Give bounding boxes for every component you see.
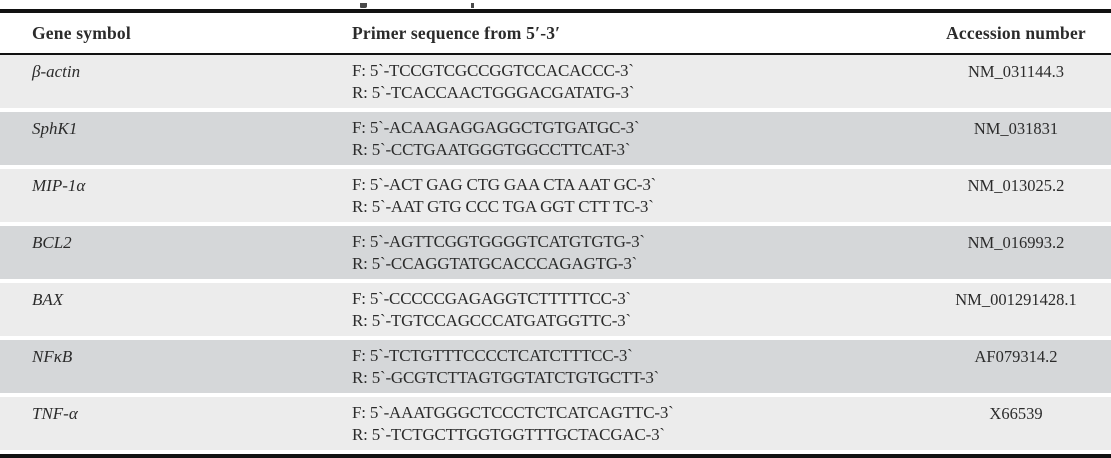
forward-primer: F: 5`-ACT GAG CTG GAA CTA AAT GC-3` bbox=[352, 175, 657, 194]
reverse-primer: R: 5`-CCTGAATGGGTGGCCTTCAT-3` bbox=[352, 140, 631, 159]
forward-primer: F: 5`-CCCCCGAGAGGTCTTTTTCC-3` bbox=[352, 289, 631, 308]
reverse-primer: R: 5`-CCAGGTATGCACCCAGAGTG-3` bbox=[352, 254, 638, 273]
accession-number: NM_031144.3 bbox=[967, 62, 1065, 81]
gene-symbol: NFκB bbox=[32, 347, 73, 366]
gene-symbol: TNF-α bbox=[32, 404, 78, 423]
table-row-beta-actin: β-actin F: 5`-TCCGTCGCCGGTCCACACCC-3` R:… bbox=[0, 55, 1111, 108]
reverse-primer: R: 5`-GCGTCTTAGTGGTATCTGTGCTT-3` bbox=[352, 368, 660, 387]
accession-number: NM_001291428.1 bbox=[955, 290, 1077, 309]
forward-primer: F: 5`-TCCGTCGCCGGTCCACACCC-3` bbox=[352, 61, 634, 80]
table-row-bax: BAX F: 5`-CCCCCGAGAGGTCTTTTTCC-3` R: 5`-… bbox=[0, 283, 1111, 336]
forward-primer: F: 5`-TCTGTTTCCCCTCATCTTTCC-3` bbox=[352, 346, 633, 365]
table-body: β-actin F: 5`-TCCGTCGCCGGTCCACACCC-3` R:… bbox=[0, 55, 1111, 450]
caption-descender-mark bbox=[471, 3, 474, 8]
clipped-caption-fragment bbox=[0, 0, 1111, 9]
gene-symbol: SphK1 bbox=[32, 119, 78, 138]
table-row-sphk1: SphK1 F: 5`-ACAAGAGGAGGCTGTGATGC-3` R: 5… bbox=[0, 112, 1111, 165]
gene-symbol: BAX bbox=[32, 290, 64, 309]
table-row-tnf-a: TNF-α F: 5`-AAATGGGCTCCCTCTCATCAGTTC-3` … bbox=[0, 397, 1111, 450]
primer-sequences: F: 5`-AAATGGGCTCCCTCTCATCAGTTC-3` R: 5`-… bbox=[320, 397, 821, 446]
gene-symbol: BCL2 bbox=[32, 233, 72, 252]
column-header-gene-symbol: Gene symbol bbox=[32, 22, 131, 43]
table-row-mip-1a: MIP-1α F: 5`-ACT GAG CTG GAA CTA AAT GC-… bbox=[0, 169, 1111, 222]
primer-sequences: F: 5`-AGTTCGGTGGGGTCATGTGTG-3` R: 5`-CCA… bbox=[320, 226, 821, 275]
accession-number: NM_016993.2 bbox=[967, 233, 1065, 252]
reverse-primer: R: 5`-TCTGCTTGGTGGTTTGCTACGAC-3` bbox=[352, 425, 665, 444]
gene-symbol: β-actin bbox=[32, 62, 81, 81]
forward-primer: F: 5`-AAATGGGCTCCCTCTCATCAGTTC-3` bbox=[352, 403, 674, 422]
primer-sequences: F: 5`-ACAAGAGGAGGCTGTGATGC-3` R: 5`-CCTG… bbox=[320, 112, 821, 161]
column-header-primer-sequence: Primer sequence from 5′-3′ bbox=[352, 22, 561, 43]
table-header-row: Gene symbol Primer sequence from 5′-3′ A… bbox=[0, 13, 1111, 53]
primer-sequences: F: 5`-CCCCCGAGAGGTCTTTTTCC-3` R: 5`-TGTC… bbox=[320, 283, 821, 332]
accession-number: NM_013025.2 bbox=[967, 176, 1065, 195]
column-header-accession-number: Accession number bbox=[946, 22, 1086, 43]
reverse-primer: R: 5`-TCACCAACTGGGACGATATG-3` bbox=[352, 83, 635, 102]
table-row-bcl2: BCL2 F: 5`-AGTTCGGTGGGGTCATGTGTG-3` R: 5… bbox=[0, 226, 1111, 279]
reverse-primer: R: 5`-TGTCCAGCCCATGATGGTTC-3` bbox=[352, 311, 631, 330]
reverse-primer: R: 5`-AAT GTG CCC TGA GGT CTT TC-3` bbox=[352, 197, 654, 216]
table-row-nfkb: NFκB F: 5`-TCTGTTTCCCCTCATCTTTCC-3` R: 5… bbox=[0, 340, 1111, 393]
forward-primer: F: 5`-ACAAGAGGAGGCTGTGATGC-3` bbox=[352, 118, 640, 137]
primer-sequences: F: 5`-TCTGTTTCCCCTCATCTTTCC-3` R: 5`-GCG… bbox=[320, 340, 821, 389]
table-top-rule bbox=[0, 9, 1111, 13]
accession-number: X66539 bbox=[989, 404, 1043, 423]
gene-symbol: MIP-1α bbox=[32, 176, 86, 195]
header-divider-rule bbox=[0, 53, 1111, 55]
accession-number: AF079314.2 bbox=[974, 347, 1058, 366]
primer-sequences: F: 5`-ACT GAG CTG GAA CTA AAT GC-3` R: 5… bbox=[320, 169, 821, 218]
caption-descender-mark bbox=[360, 3, 367, 8]
forward-primer: F: 5`-AGTTCGGTGGGGTCATGTGTG-3` bbox=[352, 232, 645, 251]
table-bottom-rule bbox=[0, 454, 1111, 458]
primer-sequences: F: 5`-TCCGTCGCCGGTCCACACCC-3` R: 5`-TCAC… bbox=[320, 55, 821, 104]
accession-number: NM_031831 bbox=[973, 119, 1059, 138]
